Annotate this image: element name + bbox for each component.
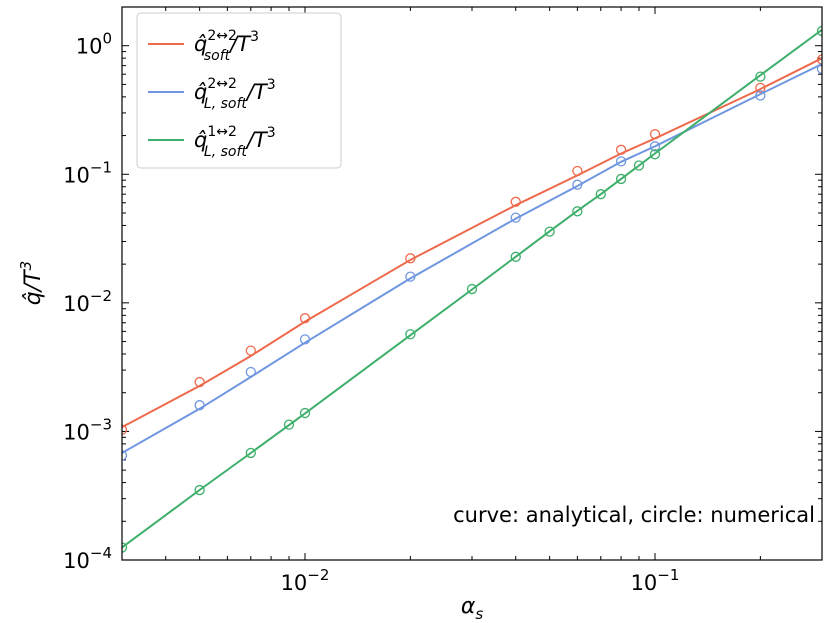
data-point-l-soft-12 <box>755 71 766 82</box>
data-point-l-soft <box>299 334 311 345</box>
data-point-l-soft <box>615 156 627 167</box>
data-point-l-soft <box>245 366 256 378</box>
legend-label-l-soft-12: q̂1↔2 L, soft/T3 <box>194 124 276 160</box>
data-point-l-soft-12 <box>544 226 555 237</box>
data-point-soft <box>572 165 583 177</box>
data-point-l-soft-12 <box>649 149 661 160</box>
legend: q̂2↔2 soft/T3 q̂2↔2 L, soft/T3 q̂1↔2 L, sof… <box>136 12 342 169</box>
series-line-l-soft-12 <box>122 28 822 549</box>
data-point-soft <box>194 376 205 388</box>
x-tick-label: 10−2 <box>281 566 330 595</box>
data-point-l-soft-12 <box>405 329 416 340</box>
y-tick-label: 10−2 <box>63 287 112 316</box>
data-point-soft <box>615 144 627 155</box>
data-point-l-soft-12 <box>283 419 295 430</box>
data-point-l-soft-12 <box>299 407 311 419</box>
data-point-l-soft <box>122 450 128 461</box>
data-point-l-soft-12 <box>595 189 606 200</box>
data-point-l-soft <box>405 271 416 282</box>
y-tick-label: 100 <box>76 30 112 59</box>
data-point-soft <box>122 424 128 435</box>
data-point-l-soft <box>572 179 583 190</box>
data-point-l-soft-12 <box>466 283 478 295</box>
data-point-l-soft <box>816 63 822 75</box>
data-point-l-soft <box>194 400 205 411</box>
data-point-soft <box>245 345 256 356</box>
x-axis-title: αs <box>461 594 484 623</box>
y-tick-label: 10−4 <box>63 544 112 573</box>
data-point-l-soft-12 <box>122 542 128 553</box>
tick-labels: 10−2 10−1 10−4 10−3 10−2 10−1 100 <box>63 30 679 595</box>
y-axis-title: q̂/T3 <box>17 261 46 305</box>
legend-frame <box>136 12 342 169</box>
series-line-l-soft <box>122 63 822 454</box>
data-point-soft <box>816 54 822 65</box>
y-tick-label: 10−3 <box>63 415 112 444</box>
plot-series <box>122 25 822 553</box>
y-tick-label: 10−1 <box>63 158 112 187</box>
method-annotation: curve: analytical, circle: numerical <box>453 503 815 527</box>
data-point-l-soft <box>755 90 766 101</box>
data-point-soft <box>405 253 416 264</box>
data-point-l-soft-12 <box>633 160 645 171</box>
series-line-soft <box>122 57 822 428</box>
data-point-l-soft <box>649 141 661 152</box>
data-point-soft <box>649 129 661 140</box>
data-point-soft <box>510 196 521 207</box>
data-point-l-soft-12 <box>816 25 822 37</box>
legend-label-l-soft: q̂2↔2 L, soft/T3 <box>194 76 276 112</box>
data-point-l-soft <box>510 212 521 223</box>
data-point-l-soft-12 <box>194 484 205 496</box>
data-point-l-soft-12 <box>245 447 256 459</box>
plot-frame <box>121 6 823 561</box>
data-point-l-soft-12 <box>572 206 583 217</box>
data-point-soft <box>755 82 766 94</box>
data-point-l-soft-12 <box>615 173 627 185</box>
legend-label-soft: q̂2↔2 soft/T3 <box>194 28 259 64</box>
data-point-l-soft-12 <box>510 251 521 262</box>
data-point-soft <box>299 313 311 324</box>
x-tick-label: 10−1 <box>631 566 680 595</box>
